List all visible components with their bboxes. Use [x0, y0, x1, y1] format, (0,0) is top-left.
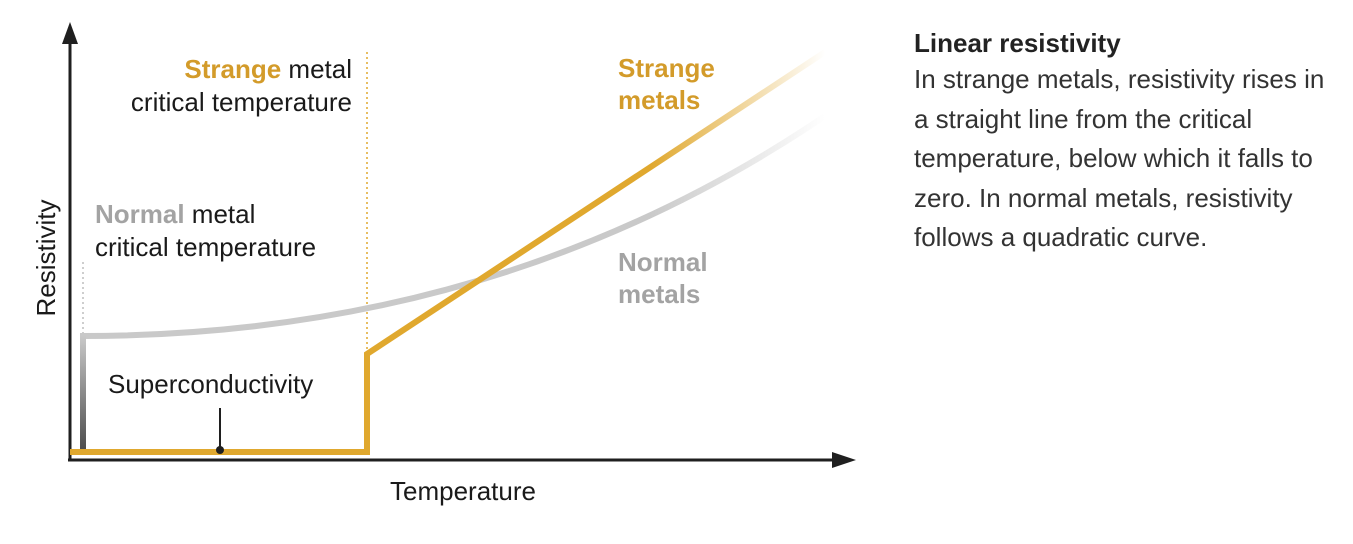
- y-axis-arrow-icon: [62, 22, 78, 44]
- strange-tc-label: Strange metal: [184, 54, 352, 84]
- strange-metals-label-line2: metals: [618, 85, 700, 115]
- normal-metals-label-line2: metals: [618, 279, 700, 309]
- x-axis-arrow-icon: [832, 452, 856, 468]
- x-axis-label: Temperature: [390, 476, 536, 506]
- y-axis-label: Resistivity: [31, 199, 61, 316]
- side-panel-title: Linear resistivity: [914, 28, 1121, 58]
- normal-metals-label-line1: Normal: [618, 247, 708, 277]
- strange-metals-label-line1: Strange: [618, 53, 715, 83]
- strange-tc-label-line2: critical temperature: [131, 87, 352, 117]
- side-panel: Linear resistivity In strange metals, re…: [914, 26, 1334, 258]
- normal-tc-label: Normal metal: [95, 199, 255, 229]
- superconductivity-pointer-dot: [216, 446, 224, 454]
- side-panel-body: In strange metals, resistivity rises in …: [914, 64, 1325, 252]
- superconductivity-label: Superconductivity: [108, 369, 313, 399]
- normal-tc-label-line2: critical temperature: [95, 232, 316, 262]
